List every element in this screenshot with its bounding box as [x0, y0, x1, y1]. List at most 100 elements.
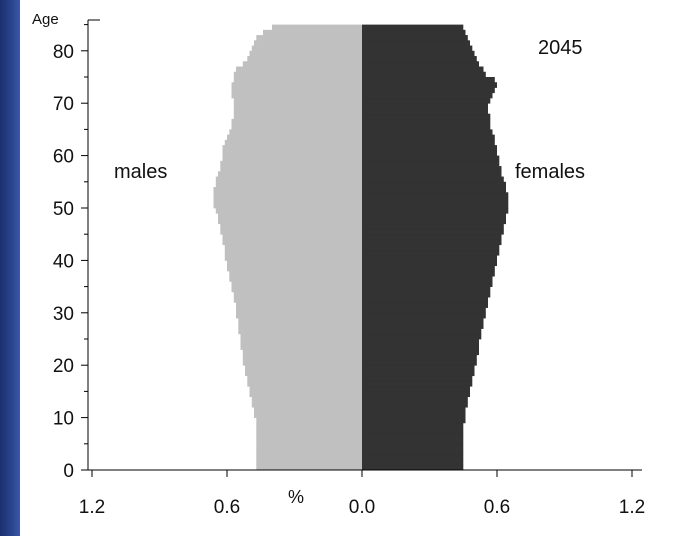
male-bar-age-4	[256, 443, 363, 450]
female-bar-age-64	[362, 129, 493, 136]
male-bar-age-62	[224, 139, 363, 146]
year-label: 2045	[538, 37, 583, 59]
female-bar-age-19	[362, 365, 475, 371]
male-bar-age-35	[231, 281, 362, 287]
males-label: males	[114, 161, 167, 183]
male-bar-age-37	[229, 270, 363, 277]
female-bar-age-60	[362, 150, 497, 156]
male-bar-age-30	[236, 307, 362, 314]
female-bar-age-45	[362, 228, 504, 235]
female-bar-age-7	[362, 428, 464, 434]
male-bar-age-55	[215, 176, 363, 183]
male-bar-age-68	[233, 108, 363, 115]
male-bar-age-51	[213, 197, 362, 204]
female-bar-age-73	[362, 82, 497, 88]
x-tick-label: 0.0	[349, 497, 375, 518]
female-bar-age-62	[362, 139, 495, 146]
male-bar-age-75	[233, 71, 363, 78]
male-bar-age-50	[213, 202, 362, 209]
male-bar-age-28	[238, 318, 363, 324]
male-bar-age-11	[254, 407, 362, 413]
population-pyramid-chart: 0 10 20 30 40 50 60 70 80 1.2 0.6 0.0 0.6 1.2 Age % …	[20, 0, 674, 536]
male-bar-age-67	[233, 113, 363, 120]
male-bar-age-58	[220, 160, 363, 167]
male-bar-age-46	[220, 223, 363, 230]
male-bar-age-2	[256, 454, 363, 460]
female-bar-age-10	[362, 412, 466, 418]
female-bar-age-32	[362, 297, 488, 303]
male-bar-age-9	[256, 417, 363, 424]
female-bar-age-33	[362, 291, 491, 298]
female-bar-age-3	[362, 449, 464, 455]
male-bar-age-27	[238, 323, 363, 329]
male-bar-age-8	[256, 422, 363, 429]
male-bar-age-61	[222, 145, 362, 151]
female-bar-age-43	[362, 239, 502, 246]
male-bar-age-72	[231, 87, 362, 94]
x-axis-title: %	[288, 487, 304, 507]
female-bar-age-16	[362, 380, 473, 387]
female-bar-age-69	[362, 103, 488, 109]
female-bar-age-44	[362, 234, 502, 240]
female-bar-age-81	[362, 40, 470, 46]
female-bar-age-8	[362, 422, 464, 429]
female-bar-age-30	[362, 307, 486, 314]
female-bar-age-75	[362, 71, 486, 78]
female-bar-age-0	[362, 464, 464, 471]
female-bar-age-67	[362, 113, 491, 120]
female-bar-age-39	[362, 260, 497, 267]
female-bar-age-65	[362, 124, 491, 130]
female-bar-age-11	[362, 407, 466, 413]
female-bar-age-46	[362, 223, 504, 230]
male-bar-age-25	[240, 333, 362, 340]
y-tick-label: 80	[53, 42, 74, 63]
male-bar-age-44	[222, 234, 362, 240]
y-tick-label: 10	[53, 409, 74, 430]
female-bar-age-68	[362, 108, 488, 115]
male-bar-age-79	[249, 50, 362, 57]
female-bar-age-23	[362, 344, 479, 350]
female-bar-age-52	[362, 192, 509, 198]
female-bar-age-63	[362, 134, 495, 141]
male-bar-age-22	[242, 349, 363, 356]
y-tick-label: 40	[53, 251, 74, 272]
female-bar-age-25	[362, 333, 482, 340]
female-bar-age-84	[362, 24, 464, 31]
female-bar-age-34	[362, 286, 491, 293]
male-bar-age-59	[222, 155, 362, 162]
male-bar-age-43	[222, 239, 362, 246]
female-bar-age-56	[362, 171, 502, 177]
female-bar-age-1	[362, 459, 464, 466]
female-bar-age-72	[362, 87, 495, 94]
male-bar-age-78	[247, 56, 363, 62]
male-bar-age-39	[227, 260, 362, 267]
y-tick-label: 0	[63, 461, 74, 482]
male-bar-age-54	[215, 181, 363, 188]
y-axis-title: Age	[32, 11, 59, 28]
male-bar-age-66	[231, 118, 362, 125]
female-bar-age-13	[362, 396, 468, 403]
female-bar-age-42	[362, 244, 500, 251]
male-bar-age-29	[236, 312, 362, 319]
female-bar-age-53	[362, 187, 506, 193]
male-bar-age-56	[218, 171, 362, 177]
female-bar-age-21	[362, 354, 477, 361]
female-bar-age-50	[362, 202, 509, 209]
male-bar-age-32	[233, 297, 363, 303]
female-bar-age-29	[362, 312, 486, 319]
female-bar-age-15	[362, 386, 470, 392]
male-bar-age-77	[242, 61, 363, 67]
male-bar-age-0	[256, 464, 363, 471]
female-bar-age-80	[362, 45, 473, 52]
y-tick-label: 30	[53, 304, 74, 325]
female-bar-age-18	[362, 370, 475, 377]
male-bar-age-47	[218, 218, 362, 225]
female-bar-age-37	[362, 270, 495, 277]
male-bar-age-18	[245, 370, 362, 377]
male-bar-age-20	[242, 359, 363, 366]
female-bar-age-82	[362, 35, 468, 41]
male-bar-age-80	[251, 45, 363, 52]
male-bar-age-82	[256, 35, 363, 41]
male-bar-age-84	[272, 24, 362, 31]
